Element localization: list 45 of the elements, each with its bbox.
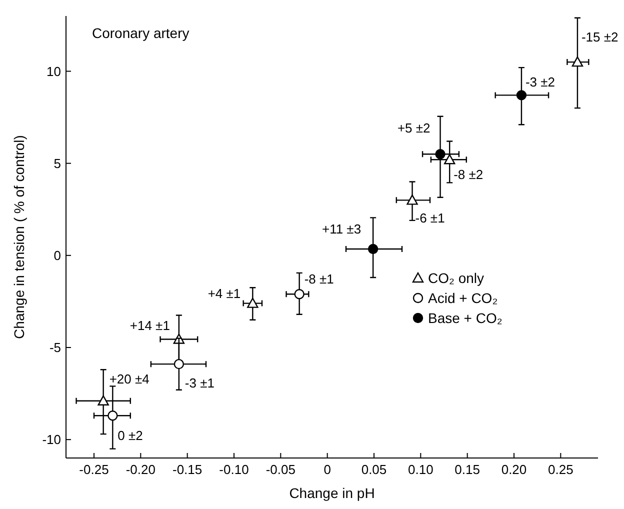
x-tick-label: -0.15 [172,462,202,477]
x-tick-label: 0.25 [548,462,574,477]
annotation: +4 ±1 [208,286,241,301]
y-tick-label: 0 [54,248,61,263]
x-tick-label: 0.10 [408,462,434,477]
annotation: -3 ±1 [184,376,214,391]
annotation: +5 ±2 [397,120,430,136]
point [516,90,527,100]
x-tick-label: 0.05 [361,462,387,477]
x-tick-label: -0.05 [266,462,296,477]
x-tick-label: 0 [324,462,331,477]
x-tick-label: -0.10 [219,462,249,477]
point [108,410,118,421]
annotation: -8 ±1 [304,272,334,287]
annotation: +14 ±1 [130,318,170,333]
x-tick-label: 0.15 [454,462,480,477]
y-tick-label: -10 [42,432,61,448]
point [247,298,258,308]
x-axis-title: Change in pH [289,485,375,501]
point [98,395,109,406]
text: Coronary artery [92,25,190,41]
y-tick-label: 10 [46,64,61,79]
annotation: -6 ±1 [415,210,445,226]
annotation: -3 ±2 [525,74,556,90]
annotation: +20 ±4 [109,371,150,386]
annotation: +11 ±3 [322,222,362,237]
legend-label: Acid + CO₂ [428,290,498,306]
y-tick-label: -5 [49,340,61,356]
point [435,149,446,160]
y-axis-title: Change in tension ( % of control) [11,135,27,339]
x-tick-label: 0.20 [501,462,527,477]
annotation: 0 ±2 [118,428,143,444]
x-tick-label: -0.20 [126,462,156,477]
point [572,56,584,67]
point [294,288,304,300]
point [406,194,418,205]
legend-label: CO₂ only [428,270,484,286]
annotation: -15 ±2 [581,30,618,45]
point [444,154,456,164]
y-tick-label: 5 [54,156,61,171]
legend-label: Base + CO₂ [428,310,502,326]
annotation: -8 ±2 [454,167,484,182]
x-tick-label: -0.25 [79,462,109,477]
point [368,244,378,254]
point [174,358,184,370]
